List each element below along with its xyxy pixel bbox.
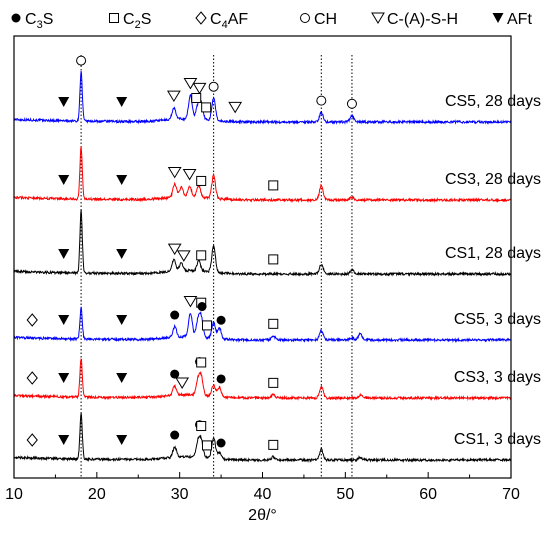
phase-marker-open-triangle-down [183, 295, 198, 308]
legend-symbol-open-circle [300, 13, 310, 23]
phase-marker-open-square [268, 254, 279, 265]
phase-marker-open-circle [346, 98, 357, 109]
x-axis: 10 20 30 40 50 60 70 [5, 472, 520, 503]
series-line-3 [13, 306, 512, 344]
phase-marker-open-square [196, 421, 207, 432]
x-tick-label: 70 [502, 486, 520, 503]
phase-marker-open-triangle-down [166, 90, 181, 103]
phase-marker-filled-triangle-down [58, 175, 70, 185]
x-tick-label: 40 [254, 486, 272, 503]
series-label-5: CS1, 3 days [454, 431, 541, 448]
phase-marker-filled-triangle-down [116, 315, 128, 325]
phase-marker-open-circle [208, 81, 219, 92]
reference-lines [80, 55, 353, 478]
legend-item-3: CH [300, 11, 337, 28]
phase-marker-filled-triangle-down [116, 175, 128, 185]
phase-marker-open-square [196, 175, 207, 186]
legend-label: C4AF [210, 11, 248, 31]
phase-marker-open-square [191, 92, 202, 103]
series-label-1: CS3, 28 days [445, 171, 541, 188]
phase-marker-filled-circle [197, 302, 207, 312]
phase-marker-filled-triangle-down [116, 435, 128, 445]
legend-label: C-(A)-S-H [387, 11, 458, 28]
legend-label: C2S [123, 11, 151, 31]
legend-item-5: AFt [492, 11, 532, 28]
phase-marker-open-square [268, 318, 279, 329]
series-label-3: CS5, 3 days [454, 311, 541, 328]
phase-marker-filled-circle [216, 315, 226, 325]
phase-marker-open-triangle-down [228, 101, 243, 114]
legend-symbol-open-triangle-down [371, 12, 385, 24]
series-line-4 [13, 358, 512, 402]
x-tick-label: 20 [88, 486, 106, 503]
phase-marker-open-triangle-down [176, 250, 191, 262]
legend-label: C3S [25, 11, 53, 31]
series-line-1 [13, 146, 512, 204]
legend-label: AFt [507, 11, 532, 28]
phase-marker-filled-circle [170, 369, 180, 379]
series-line-0 [13, 70, 512, 125]
phase-marker-open-square [268, 439, 279, 450]
series-labels: CS5, 28 days CS3, 28 days CS1, 28 days CS5,… [445, 93, 541, 448]
phase-marker-filled-triangle-down [58, 373, 70, 383]
phase-marker-filled-circle [170, 430, 180, 440]
marker-layer [26, 55, 357, 451]
series-line-2 [13, 209, 512, 277]
phase-marker-open-triangle-down [182, 168, 197, 181]
legend-symbol-filled-triangle-down [492, 13, 504, 23]
phase-marker-filled-triangle-down [58, 435, 70, 445]
phase-marker-open-square [202, 440, 213, 451]
legend-item-1: C2S [109, 11, 151, 31]
phase-marker-open-square [202, 320, 213, 331]
legend-item-2: C4AF [195, 11, 248, 31]
series-layer [13, 70, 512, 464]
phase-marker-filled-triangle-down [116, 97, 128, 107]
legend-label: CH [314, 11, 337, 28]
phase-marker-open-square [196, 357, 207, 368]
phase-marker-open-circle [76, 55, 87, 66]
legend-symbol-filled-circle [11, 13, 21, 23]
x-tick-label: 50 [336, 486, 354, 503]
x-tick-label: 10 [5, 486, 23, 503]
legend-symbol-open-square [109, 13, 119, 23]
series-line-5 [13, 413, 512, 464]
legend-symbol-open-diamond [195, 11, 207, 25]
series-label-2: CS1, 28 days [445, 245, 541, 262]
phase-marker-open-triangle-down [167, 243, 182, 256]
phase-marker-open-circle [316, 95, 327, 106]
phase-marker-open-square [196, 250, 207, 261]
phase-marker-open-square [268, 180, 279, 191]
phase-marker-filled-circle [170, 310, 180, 320]
x-tick-label: 60 [419, 486, 437, 503]
phase-marker-open-diamond [26, 313, 38, 327]
phase-marker-open-square [268, 377, 279, 388]
phase-marker-open-triangle-down [175, 377, 190, 389]
phase-marker-filled-triangle-down [58, 315, 70, 325]
phase-marker-filled-circle [216, 438, 226, 448]
series-label-4: CS3, 3 days [454, 369, 541, 386]
phase-marker-filled-triangle-down [58, 249, 70, 259]
x-tick-label: 30 [171, 486, 189, 503]
x-axis-label: 2θ/° [248, 507, 277, 524]
legend-item-4: C-(A)-S-H [371, 11, 458, 28]
phase-marker-open-square [201, 102, 212, 113]
phase-marker-open-diamond [26, 433, 38, 447]
phase-marker-filled-circle [216, 374, 226, 384]
phase-marker-filled-triangle-down [58, 97, 70, 107]
phase-marker-open-triangle-down [192, 82, 207, 95]
phase-marker-filled-triangle-down [116, 249, 128, 259]
phase-marker-open-triangle-down [167, 166, 182, 179]
plot-frame [13, 35, 512, 479]
phase-marker-open-diamond [26, 371, 38, 385]
phase-marker-filled-triangle-down [116, 373, 128, 383]
legend-item-0: C3S [11, 11, 53, 31]
legend: C3S C2S C4AF CH C-(A)-S-H AFt [11, 11, 532, 31]
series-label-0: CS5, 28 days [445, 93, 541, 110]
